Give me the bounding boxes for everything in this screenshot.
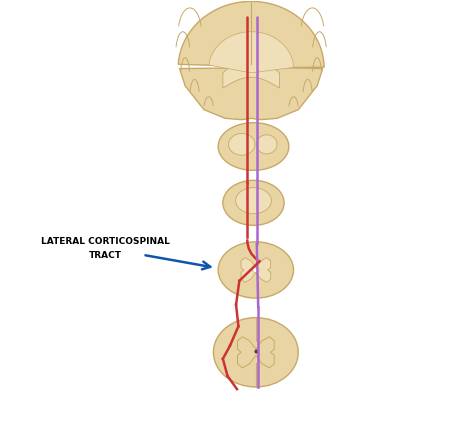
- Ellipse shape: [256, 135, 277, 154]
- Ellipse shape: [213, 318, 298, 387]
- Polygon shape: [223, 58, 279, 88]
- Text: LATERAL CORTICOSPINAL: LATERAL CORTICOSPINAL: [41, 237, 170, 246]
- Ellipse shape: [253, 267, 259, 272]
- Ellipse shape: [218, 242, 293, 298]
- Ellipse shape: [236, 187, 272, 214]
- Text: TRACT: TRACT: [89, 251, 121, 260]
- Polygon shape: [218, 123, 289, 170]
- Ellipse shape: [228, 133, 255, 155]
- Polygon shape: [209, 32, 293, 73]
- Polygon shape: [178, 1, 324, 119]
- Polygon shape: [241, 258, 271, 283]
- Ellipse shape: [223, 181, 284, 225]
- Polygon shape: [237, 337, 274, 368]
